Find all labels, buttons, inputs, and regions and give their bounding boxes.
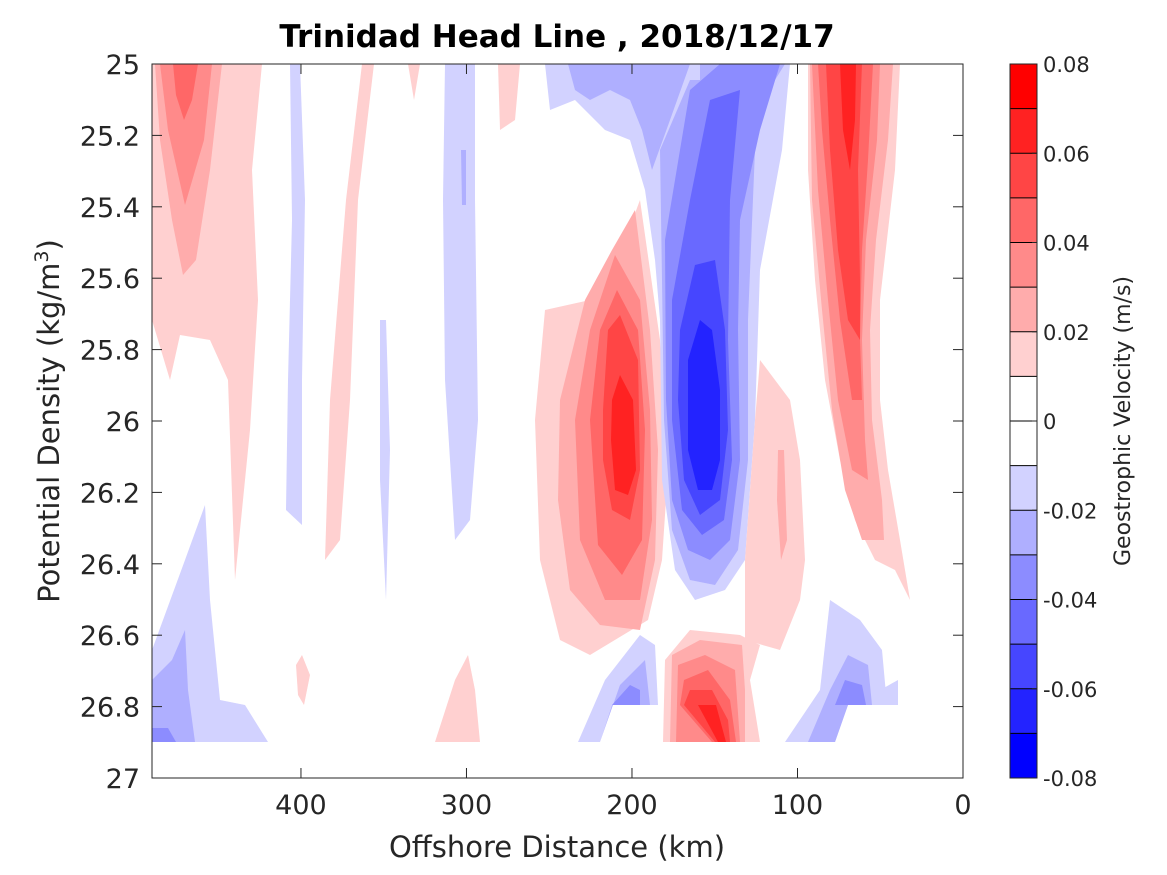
stripe-pos-340 <box>408 64 420 100</box>
y-axis-label-text: Potential Density (kg/m <box>32 263 66 603</box>
bottom-neg-right-0.01b <box>880 680 898 705</box>
contour-negative-jet <box>545 64 790 600</box>
y-tick-label: 25 <box>106 50 140 81</box>
colorbar: 0.08 0.06 0.04 0.02 0 -0.02 -0.04 -0.06 -0.08 <box>1009 53 1097 791</box>
colorbar-tick-label: -0.06 <box>1043 678 1097 702</box>
bottom-pos-150-0.06 <box>698 705 726 742</box>
y-tick-label: 25.8 <box>80 336 140 367</box>
colorbar-tick-label: 0.04 <box>1043 232 1090 256</box>
near-pos-0.06 <box>840 64 856 170</box>
stripe-neg-310-inner <box>461 150 466 205</box>
y-tick-label: 26.2 <box>80 478 140 509</box>
colorbar-segment <box>1010 64 1037 110</box>
contour-offshore-0.03 <box>160 64 212 205</box>
y-axis-label-suffix: ) <box>32 239 66 250</box>
colorbar-segment <box>1010 554 1037 600</box>
contour-offshore-0.04 <box>173 64 198 120</box>
stripe-neg-350 <box>380 320 390 600</box>
jet-neg-0.02 <box>568 64 690 170</box>
colorbar-segment <box>1010 108 1037 154</box>
colorbar-tick-label: 0 <box>1043 410 1056 434</box>
colorbar-segment <box>1010 733 1037 779</box>
colorbar-segment <box>1010 510 1037 556</box>
y-tick-label: 26.4 <box>80 550 140 581</box>
contour-positive-jet <box>535 200 668 655</box>
contour-offshore-core <box>152 64 262 580</box>
y-axis-label: Potential Density (kg/m3) <box>31 239 66 603</box>
colorbar-tick-label: -0.08 <box>1043 767 1097 791</box>
contour-bottom <box>152 505 898 742</box>
colorbar-tick-label: 0.08 <box>1043 53 1090 77</box>
chart-title: Trinidad Head Line , 2018/12/17 <box>279 19 834 55</box>
colorbar-segment <box>1010 599 1037 645</box>
colorbar-segment <box>1010 421 1037 467</box>
bottom-neg-right-0.03 <box>835 680 866 705</box>
stripe-pos-290 <box>498 64 520 130</box>
bottom-neg-left-0.02 <box>152 630 195 742</box>
y-axis: 25 25.2 25.4 25.6 25.8 26 26.2 26.4 26.6 26.8 27 <box>80 50 963 795</box>
contour-fills <box>152 64 910 742</box>
y-tick-label: 26 <box>106 407 140 438</box>
colorbar-segment <box>1010 465 1037 511</box>
bottom-neg-right-0.01 <box>785 600 887 742</box>
x-axis-label: Offshore Distance (km) <box>389 830 725 864</box>
colorbar-segment <box>1010 331 1037 377</box>
contour-nearshore-core <box>745 64 910 650</box>
colorbar-segment <box>1010 153 1037 199</box>
colorbar-tick-label: -0.02 <box>1043 499 1097 523</box>
x-tick-label: 0 <box>954 790 971 821</box>
y-tick-label: 27 <box>106 764 140 795</box>
y-tick-label: 25.4 <box>80 193 140 224</box>
x-axis: 400 300 200 100 0 <box>275 64 972 821</box>
stripe-neg-400 <box>286 64 305 525</box>
colorbar-tick-label: 0.02 <box>1043 321 1090 345</box>
stripe-pos-360 <box>325 64 374 560</box>
x-tick-label: 400 <box>275 790 327 821</box>
colorbar-segment <box>1010 644 1037 690</box>
colorbar-label: Geostrophic Velocity (m/s) <box>1111 276 1136 566</box>
colorbar-segment <box>1010 242 1037 288</box>
x-tick-label: 300 <box>441 790 493 821</box>
colorbar-tick-label: 0.06 <box>1043 142 1090 166</box>
bottom-neg-200-0.01 <box>578 635 658 742</box>
x-tick-label: 200 <box>606 790 658 821</box>
jet-neg-0.06 <box>688 320 720 490</box>
bottom-pos-300 <box>296 655 310 705</box>
colorbar-segment <box>1010 376 1037 422</box>
colorbar-tick-label: -0.04 <box>1043 589 1097 613</box>
near-pos-0.01b <box>745 360 805 650</box>
colorbar-segment <box>1010 688 1037 734</box>
bottom-pos-290 <box>435 655 480 742</box>
y-tick-label: 26.8 <box>80 693 140 724</box>
contour-stripes <box>286 64 520 600</box>
y-axis-label-superscript: 3 <box>31 250 53 262</box>
bottom-neg-left-0.03 <box>152 728 176 742</box>
colorbar-segment <box>1010 197 1037 243</box>
bottom-neg-200-0.03 <box>612 685 640 705</box>
colorbar-segment <box>1010 287 1037 333</box>
stripe-neg-310 <box>443 64 478 540</box>
y-tick-label: 25.6 <box>80 264 140 295</box>
y-tick-label: 26.6 <box>80 621 140 652</box>
jet-pos-0.06 <box>611 375 636 495</box>
near-pos-0.02b <box>777 450 787 560</box>
y-tick-label: 25.2 <box>80 121 140 152</box>
x-tick-label: 100 <box>772 790 824 821</box>
